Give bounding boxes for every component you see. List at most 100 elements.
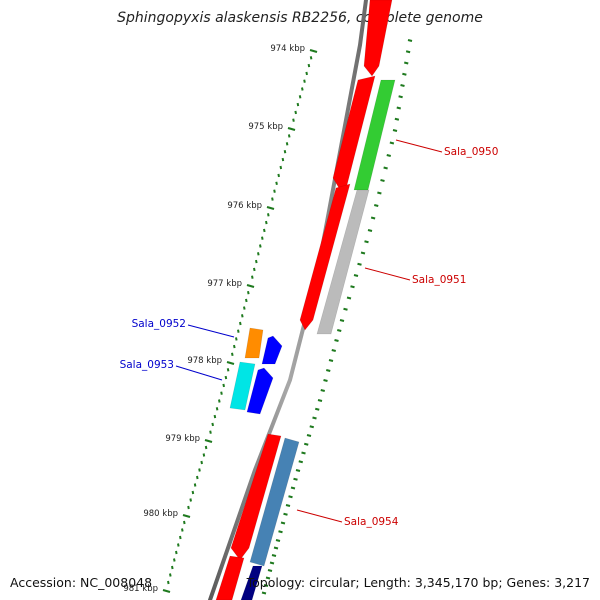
outer-tick	[283, 512, 288, 516]
cds-forward-bottom-arrow[interactable]	[215, 555, 245, 600]
minor-tick	[187, 505, 190, 510]
outer-tick	[275, 539, 281, 542]
gene-label-sala-0953[interactable]: Sala_0953	[120, 359, 174, 371]
outer-tick	[328, 359, 334, 362]
tick-label: 976 kbp	[227, 201, 262, 211]
minor-tick	[171, 565, 174, 570]
map-title: Sphingopyxis alaskensis RB2256, complete…	[117, 10, 483, 26]
outer-tick	[364, 240, 369, 244]
minor-tick	[196, 475, 199, 480]
minor-tick	[263, 228, 266, 233]
minor-tick	[309, 56, 313, 60]
minor-tick	[204, 445, 208, 450]
cds-forward-arrow[interactable]	[299, 183, 351, 331]
minor-tick	[298, 95, 302, 99]
minor-tick	[181, 528, 184, 532]
tick-label: 981 kbp	[123, 584, 158, 594]
outer-tick	[290, 486, 296, 490]
gene-sala-0953-block[interactable]	[229, 361, 256, 411]
gene-label-sala-0954[interactable]: Sala_0954	[344, 516, 399, 528]
minor-tick	[183, 520, 186, 525]
minor-tick	[239, 321, 242, 326]
gene-orange-block[interactable]	[244, 327, 264, 359]
outer-tick	[339, 319, 345, 322]
major-tick	[266, 205, 275, 211]
minor-tick	[173, 558, 176, 562]
minor-tick	[292, 118, 295, 122]
minor-tick	[233, 344, 236, 349]
tick-label: 975 kbp	[248, 122, 283, 132]
minor-tick	[167, 580, 170, 585]
minor-tick	[279, 165, 283, 170]
outer-tick	[405, 50, 411, 54]
outer-tick	[265, 576, 271, 580]
minor-tick	[226, 368, 230, 372]
callout-leader	[175, 365, 223, 381]
accession-label: Accession: NC_008048	[10, 575, 153, 590]
outer-tick	[271, 554, 277, 557]
tick-label: 980 kbp	[143, 509, 178, 519]
minor-tick	[257, 252, 260, 256]
minor-tick	[235, 337, 238, 341]
outer-tick	[320, 389, 325, 392]
outer-tick	[400, 84, 405, 87]
outer-tick	[377, 191, 382, 195]
gene-navy-block[interactable]	[240, 565, 263, 600]
outer-tick	[261, 591, 267, 595]
gene-sala-0952-arrow[interactable]	[261, 335, 283, 365]
outer-tick	[278, 530, 283, 534]
minor-tick	[169, 573, 172, 577]
outer-tick	[353, 274, 359, 277]
minor-tick	[215, 407, 219, 411]
minor-tick	[307, 63, 311, 68]
outer-tick	[285, 504, 291, 507]
outer-tick	[315, 407, 320, 411]
outer-tick	[380, 179, 385, 182]
minor-tick	[202, 453, 206, 457]
outer-tick	[402, 72, 407, 76]
outer-tick	[309, 425, 314, 429]
minor-tick	[277, 173, 280, 178]
outer-tick	[370, 216, 376, 220]
gene-blue-arrow[interactable]	[246, 367, 274, 415]
minor-tick	[259, 244, 262, 248]
outer-tick	[267, 569, 273, 572]
major-tick	[246, 283, 255, 289]
minor-tick	[247, 291, 250, 295]
gene-label-sala-0951[interactable]: Sala_0951	[412, 274, 466, 286]
minor-tick	[271, 197, 274, 201]
minor-tick	[191, 490, 195, 495]
outer-tick	[386, 154, 391, 157]
major-tick	[204, 438, 213, 444]
gene-label-sala-0950[interactable]: Sala_0950	[444, 146, 498, 158]
outer-tick	[343, 307, 348, 311]
minor-tick	[273, 189, 276, 193]
minor-tick	[283, 150, 287, 154]
minor-tick	[275, 181, 278, 185]
tick-label: 978 kbp	[187, 356, 222, 366]
cds-forward-arrow-lower[interactable]	[230, 433, 282, 561]
minor-tick	[281, 157, 285, 162]
gene-sala-0954-block[interactable]	[249, 437, 300, 567]
outer-tick	[293, 477, 298, 481]
minor-tick	[255, 259, 258, 264]
outer-tick	[331, 349, 336, 352]
cds-forward-top-arrow[interactable]	[363, 0, 393, 77]
outer-tick	[301, 451, 306, 455]
minor-tick	[209, 430, 212, 434]
outer-tick	[334, 339, 339, 342]
minor-tick	[198, 468, 201, 472]
major-tick	[287, 126, 296, 132]
gene-callouts: Sala_0950 Sala_0951 Sala_0952 Sala_0953 Sala…	[120, 139, 498, 528]
outer-tick	[394, 117, 400, 121]
gene-label-sala-0952[interactable]: Sala_0952	[132, 318, 186, 330]
outer-tick	[360, 251, 366, 255]
tick-label: 977 kbp	[207, 279, 242, 289]
minor-tick	[179, 535, 182, 540]
minor-tick	[301, 87, 304, 91]
outer-tick	[312, 416, 317, 420]
outer-tick	[346, 296, 352, 300]
minor-tick	[177, 543, 180, 547]
outer-tick	[273, 546, 279, 550]
gene-sala-0951-block[interactable]	[316, 189, 370, 335]
